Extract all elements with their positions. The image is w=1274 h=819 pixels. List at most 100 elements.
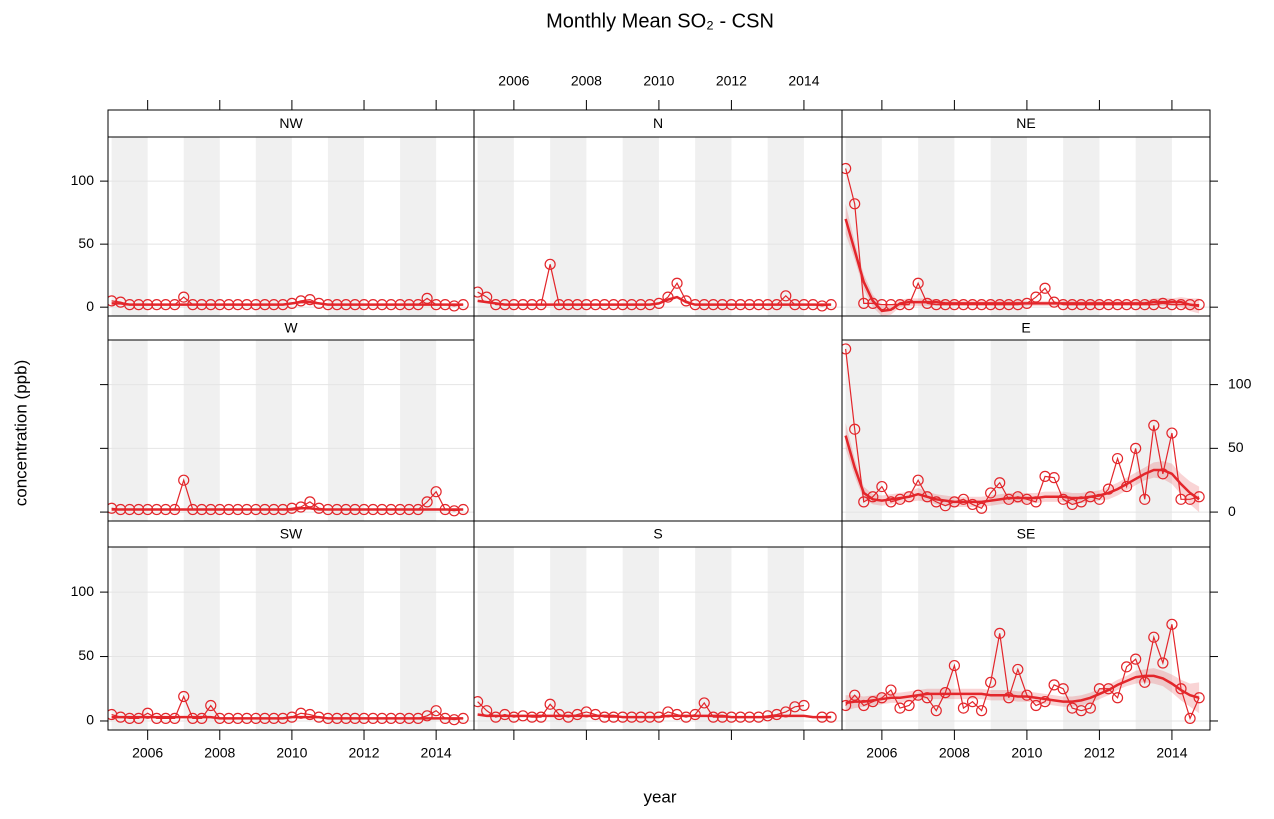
year-shade (1063, 340, 1100, 521)
data-point (948, 659, 960, 672)
data-point (957, 299, 970, 311)
data-point (295, 295, 307, 307)
year-shade (327, 340, 365, 521)
plot-area (842, 547, 1210, 730)
data-point (975, 502, 988, 514)
data-point (689, 708, 701, 721)
y-tick-label: 100 (1228, 375, 1252, 391)
panel: S (473, 520, 843, 731)
confidence-band (845, 422, 1200, 513)
data-point (1111, 692, 1124, 704)
data-point (858, 496, 870, 508)
data-point (1111, 452, 1124, 465)
year-shade (990, 137, 1027, 316)
data-point (1148, 631, 1160, 643)
x-tick-label: 2012 (1084, 745, 1115, 761)
plot-area (474, 547, 842, 730)
data-point (448, 505, 460, 517)
year-shade (767, 547, 804, 730)
year-shade (183, 547, 220, 730)
x-tick-label: 2014 (788, 73, 819, 89)
smooth-line (844, 435, 1200, 504)
data-point (1157, 297, 1169, 309)
data-point (1057, 299, 1069, 311)
year-shade (327, 137, 365, 316)
data-point (842, 162, 852, 175)
data-point (304, 496, 316, 508)
x-tick-label: 2014 (1156, 745, 1187, 761)
strip-label: SW (280, 526, 303, 542)
panel: SW (107, 520, 475, 731)
data-point (849, 198, 861, 210)
data-point (1093, 299, 1106, 311)
data-point (707, 711, 719, 723)
smooth-line (477, 295, 832, 306)
data-point (858, 297, 870, 309)
x-tick-label: 2012 (348, 745, 379, 761)
year-shade (111, 547, 148, 730)
strip-label: NW (279, 115, 303, 131)
strip-label: N (653, 115, 663, 131)
data-point (966, 696, 979, 708)
data-point (939, 687, 951, 699)
year-shade (255, 547, 292, 730)
data-point (939, 299, 951, 311)
data-point (816, 300, 828, 312)
year-shade (111, 137, 148, 316)
year-shade (327, 547, 365, 730)
panel: NW (107, 109, 475, 317)
x-tick-label: 2014 (421, 745, 452, 761)
empty-panel (473, 315, 843, 522)
data-point (975, 705, 988, 717)
strip (841, 109, 1211, 138)
y-tick-label: 100 (71, 172, 95, 188)
y-tick-label: 50 (78, 235, 94, 251)
data-point (1039, 282, 1051, 294)
smooth-line (477, 713, 832, 719)
data-point (544, 258, 556, 270)
data-point (1148, 419, 1160, 432)
smooth-line (844, 218, 1200, 313)
y-axis-title: concentration (ppb) (11, 360, 30, 506)
plot-area (842, 340, 1210, 521)
strip (107, 520, 475, 548)
x-tick-label: 2008 (571, 73, 602, 89)
x-tick-label: 2010 (276, 745, 307, 761)
year-shade (918, 547, 955, 730)
year-shade (183, 340, 220, 521)
plot-area (108, 547, 474, 730)
data-point (151, 712, 163, 725)
panel: W (107, 315, 475, 522)
year-shade (477, 547, 514, 730)
year-shade (400, 137, 437, 316)
data-point (1130, 442, 1142, 454)
data-point (1048, 472, 1060, 484)
data-point (1030, 291, 1042, 303)
data-point (1039, 696, 1051, 708)
data-point (421, 710, 433, 722)
plot-area (474, 137, 842, 316)
data-point (698, 697, 710, 709)
y-tick-label: 50 (1228, 439, 1244, 455)
smooth-line (111, 300, 464, 306)
year-shade (622, 547, 659, 730)
data-point (1057, 493, 1069, 505)
data-point (1084, 702, 1096, 714)
data-point (994, 477, 1006, 489)
data-point (1003, 692, 1015, 704)
year-shade (767, 137, 804, 316)
smooth-line (845, 674, 1200, 705)
data-point (1157, 657, 1169, 669)
year-shade (400, 547, 437, 730)
data-point (196, 712, 208, 725)
year-shade (990, 547, 1027, 730)
data-point (948, 299, 960, 311)
data-point (1030, 699, 1042, 712)
year-shade (550, 137, 587, 316)
data-point (1139, 299, 1151, 311)
data-point (1166, 427, 1178, 439)
data-point (1003, 299, 1015, 311)
data-point (1021, 689, 1033, 701)
data-point (1148, 299, 1160, 311)
data-point (1121, 299, 1133, 311)
